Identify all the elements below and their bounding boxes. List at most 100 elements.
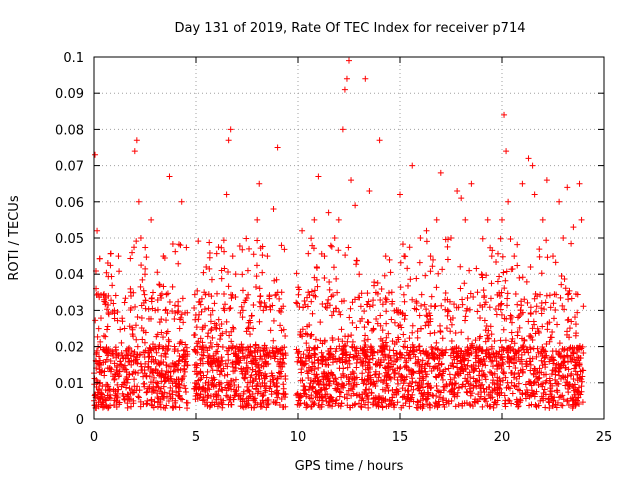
data-point [362,366,369,373]
data-point [233,390,240,397]
data-point [199,397,206,404]
data-point [339,338,346,345]
data-point [340,365,347,372]
data-point [176,381,183,388]
data-point [566,381,573,388]
data-point [135,198,142,205]
data-point [383,369,390,376]
data-point [432,399,439,406]
data-point [571,314,578,321]
data-point [250,395,257,402]
data-point [244,325,251,332]
data-point [198,295,205,302]
data-point [109,282,116,289]
data-point [169,387,176,394]
data-point [235,384,242,390]
data-point [267,378,274,385]
data-point [394,399,401,406]
data-point [270,206,277,213]
data-point [272,399,279,406]
data-point [93,349,100,356]
data-point [455,401,462,408]
data-point [447,376,454,383]
data-point [321,253,328,260]
data-point [147,315,154,322]
data-point [336,343,343,350]
data-point [305,387,312,394]
data-point [114,381,121,388]
data-point [451,301,458,308]
data-point [173,376,180,383]
data-point [376,395,383,402]
data-point [152,366,159,373]
data-point [434,365,441,372]
data-point [148,396,155,403]
data-point [439,396,446,403]
data-point [92,151,99,158]
data-point [425,322,432,329]
y-axis-label: ROTI / TECUs [7,195,22,280]
data-point [511,352,518,359]
data-point [302,330,309,337]
data-point [418,302,425,309]
data-point [162,405,169,412]
data-point [274,390,281,397]
data-point [353,364,360,371]
data-point [294,300,301,307]
data-point [508,329,515,336]
data-point [561,276,568,283]
data-point [182,341,189,348]
data-point [298,366,305,373]
data-point [278,395,285,402]
data-point [427,312,434,319]
data-point [158,378,165,385]
data-point [220,237,227,244]
data-point [353,324,360,331]
data-point [438,347,445,354]
data-point [363,352,370,359]
data-point [519,180,526,187]
data-point [277,322,284,329]
data-point [253,375,260,382]
data-point [498,289,505,296]
data-point [440,383,447,390]
data-point [164,290,171,297]
data-point [201,306,208,313]
data-point [541,348,548,355]
data-point [442,236,449,243]
data-point [459,367,466,374]
data-point [170,404,177,411]
data-point [538,381,545,388]
data-point [438,361,445,368]
data-point [92,317,99,324]
data-point [184,353,191,360]
data-point [204,333,211,340]
data-point [421,301,428,308]
data-point [404,265,411,272]
data-point [266,349,273,356]
data-point [346,380,353,387]
data-point [327,351,334,358]
data-point [415,343,422,350]
data-point [399,352,406,359]
data-point [409,344,416,351]
data-point [574,344,581,351]
y-tick-label: 0.05 [55,232,84,247]
data-point [467,381,474,388]
data-point [490,377,497,384]
data-point [223,191,230,198]
data-point [325,209,332,216]
data-point [298,393,305,400]
data-point [344,364,351,371]
data-point [488,331,495,338]
data-point [377,312,384,319]
data-point [200,269,207,276]
data-point [532,330,539,337]
data-point [559,402,566,409]
data-point [496,292,503,299]
data-point [142,360,149,367]
data-point [484,332,491,339]
data-point [353,261,360,268]
y-tick-label: 0.01 [55,377,84,392]
data-point [234,357,241,364]
